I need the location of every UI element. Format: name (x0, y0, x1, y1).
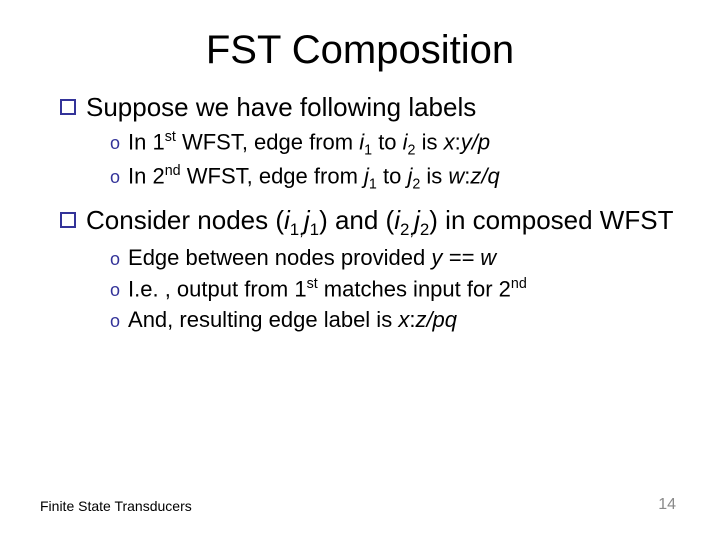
subscript: 1 (369, 177, 377, 193)
text: to (372, 129, 403, 154)
var-yp: y/p (461, 129, 490, 154)
bullet-1-text: Suppose we have following labels (86, 92, 476, 122)
subscript: 1 (310, 220, 319, 239)
footer-left: Finite State Transducers (40, 498, 192, 514)
text: I.e. , output from 1 (128, 276, 307, 301)
page-number: 14 (658, 496, 676, 514)
text: is (420, 163, 448, 188)
text: In 2 (128, 163, 165, 188)
text: WFST, edge from (181, 163, 364, 188)
var-zpq: z/pq (415, 307, 457, 332)
var-zq: z/q (470, 163, 499, 188)
circle-bullet-icon: o (110, 311, 120, 331)
superscript: nd (165, 163, 181, 179)
subscript: 2 (420, 220, 429, 239)
square-bullet-icon (60, 99, 76, 115)
text: WFST, edge from (176, 129, 359, 154)
slide: FST Composition Suppose we have followin… (0, 0, 720, 540)
bullet-1: Suppose we have following labels (60, 91, 680, 124)
var-w: w (448, 163, 464, 188)
circle-bullet-icon: o (110, 133, 120, 153)
text: And, resulting edge label is (128, 307, 398, 332)
bullet-2-sub-2: o I.e. , output from 1st matches input fo… (110, 275, 680, 304)
subscript: 1 (364, 142, 372, 158)
bullet-1-sub-2: oIn 2nd WFST, edge from j1 to j2 is w:z/… (110, 162, 680, 194)
superscript: nd (511, 276, 527, 292)
text: In 1 (128, 129, 165, 154)
text: ) in composed WFST (429, 205, 673, 235)
text: ) and ( (319, 205, 394, 235)
circle-bullet-icon: o (110, 249, 120, 269)
bullet-2-sub-1: o Edge between nodes provided y == w (110, 244, 680, 273)
circle-bullet-icon: o (110, 167, 120, 187)
bullet-1-sub-1: oIn 1st WFST, edge from i1 to i2 is x:y/… (110, 128, 680, 160)
square-bullet-icon (60, 212, 76, 228)
var-x: x (444, 129, 455, 154)
circle-bullet-icon: o (110, 280, 120, 300)
bullet-2: Consider nodes (i1,j1) and (i2,j2) in co… (60, 204, 680, 240)
superscript: st (165, 129, 176, 145)
subscript: 1, (290, 220, 304, 239)
expr: y == w (431, 245, 496, 270)
text: matches input for 2 (318, 276, 511, 301)
text: is (416, 129, 444, 154)
text: Edge between nodes provided (128, 245, 431, 270)
superscript: st (307, 276, 318, 292)
text: to (377, 163, 408, 188)
var-x: x (398, 307, 409, 332)
text: Consider nodes ( (86, 205, 284, 235)
subscript: 2, (400, 220, 414, 239)
bullet-2-sub-3: oAnd, resulting edge label is x:z/pq (110, 306, 680, 335)
subscript: 2 (408, 142, 416, 158)
slide-title: FST Composition (40, 28, 680, 73)
